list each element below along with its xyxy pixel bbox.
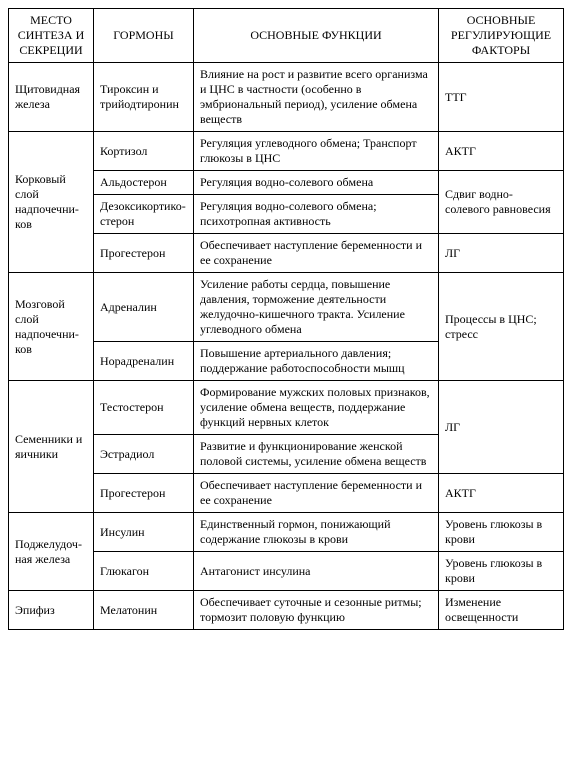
- cell-function: Усиление работы сердца, повышение давлен…: [194, 273, 439, 342]
- cell-function: Повышение артериального давления; поддер…: [194, 342, 439, 381]
- cell-factor: АКТГ: [439, 132, 564, 171]
- cell-hormone: Альдостерон: [94, 171, 194, 195]
- header-hormones: ГОРМОНЫ: [94, 9, 194, 63]
- cell-factor: ЛГ: [439, 381, 564, 474]
- cell-factor: Уровень глюкозы в крови: [439, 513, 564, 552]
- cell-function: Формирование мужских половых признаков, …: [194, 381, 439, 435]
- cell-site: Поджелудоч­ная железа: [9, 513, 94, 591]
- cell-factor: Изменение освещенности: [439, 591, 564, 630]
- cell-hormone: Адреналин: [94, 273, 194, 342]
- cell-function: Регуляция углеводного обмена; Транспорт …: [194, 132, 439, 171]
- cell-site: Эпифиз: [9, 591, 94, 630]
- cell-function: Влияние на рост и развитие всего организ…: [194, 63, 439, 132]
- table-row: Поджелудоч­ная железа Инсулин Единственн…: [9, 513, 564, 552]
- table-row: Семенники и яичники Тестостерон Формиров…: [9, 381, 564, 435]
- cell-hormone: Инсулин: [94, 513, 194, 552]
- header-factors: ОСНОВНЫЕ РЕГУЛИРУЮЩИЕ ФАКТОРЫ: [439, 9, 564, 63]
- cell-factor: АКТГ: [439, 474, 564, 513]
- cell-site: Семенники и яичники: [9, 381, 94, 513]
- cell-factor: Сдвиг водно-солевого равновесия: [439, 171, 564, 234]
- cell-site: Мозговой слой надпочечни­ков: [9, 273, 94, 381]
- hormones-table: МЕСТО СИНТЕЗА И СЕКРЕЦИИ ГОРМОНЫ ОСНОВНЫ…: [8, 8, 564, 630]
- cell-hormone: Прогестерон: [94, 234, 194, 273]
- cell-function: Единственный гормон, понижающий содержан…: [194, 513, 439, 552]
- header-site: МЕСТО СИНТЕЗА И СЕКРЕЦИИ: [9, 9, 94, 63]
- cell-hormone: Эстрадиол: [94, 435, 194, 474]
- cell-hormone: Мелатонин: [94, 591, 194, 630]
- cell-hormone: Дезоксикортико­стерон: [94, 195, 194, 234]
- table-row: Эпифиз Мелатонин Обеспечивает суточные и…: [9, 591, 564, 630]
- cell-factor: Процессы в ЦНС; стресс: [439, 273, 564, 381]
- table-row: Корковый слой надпочечни­ков Кортизол Ре…: [9, 132, 564, 171]
- cell-function: Регуляция водно-солевого обмена; психотр…: [194, 195, 439, 234]
- cell-function: Антагонист инсулина: [194, 552, 439, 591]
- cell-function: Обеспечивает наступление беременности и …: [194, 234, 439, 273]
- cell-hormone: Тироксин и трийодтиронин: [94, 63, 194, 132]
- cell-function: Обеспечивает наступление беременности и …: [194, 474, 439, 513]
- cell-factor: Уровень глюкозы в крови: [439, 552, 564, 591]
- table-row: Мозговой слой надпочечни­ков Адреналин У…: [9, 273, 564, 342]
- cell-function: Обеспечивает суточные и сезонные ритмы; …: [194, 591, 439, 630]
- cell-site: Корковый слой надпочечни­ков: [9, 132, 94, 273]
- cell-hormone: Кортизол: [94, 132, 194, 171]
- table-row: Щитовидная железа Тироксин и трийодтирон…: [9, 63, 564, 132]
- cell-hormone: Глюкагон: [94, 552, 194, 591]
- cell-factor: ЛГ: [439, 234, 564, 273]
- header-functions: ОСНОВНЫЕ ФУНКЦИИ: [194, 9, 439, 63]
- cell-hormone: Тестостерон: [94, 381, 194, 435]
- header-row: МЕСТО СИНТЕЗА И СЕКРЕЦИИ ГОРМОНЫ ОСНОВНЫ…: [9, 9, 564, 63]
- cell-function: Регуляция водно-солевого обмена: [194, 171, 439, 195]
- cell-site: Щитовидная железа: [9, 63, 94, 132]
- cell-hormone: Норадреналин: [94, 342, 194, 381]
- cell-hormone: Прогестерон: [94, 474, 194, 513]
- cell-factor: ТТГ: [439, 63, 564, 132]
- cell-function: Развитие и функционирование женской поло…: [194, 435, 439, 474]
